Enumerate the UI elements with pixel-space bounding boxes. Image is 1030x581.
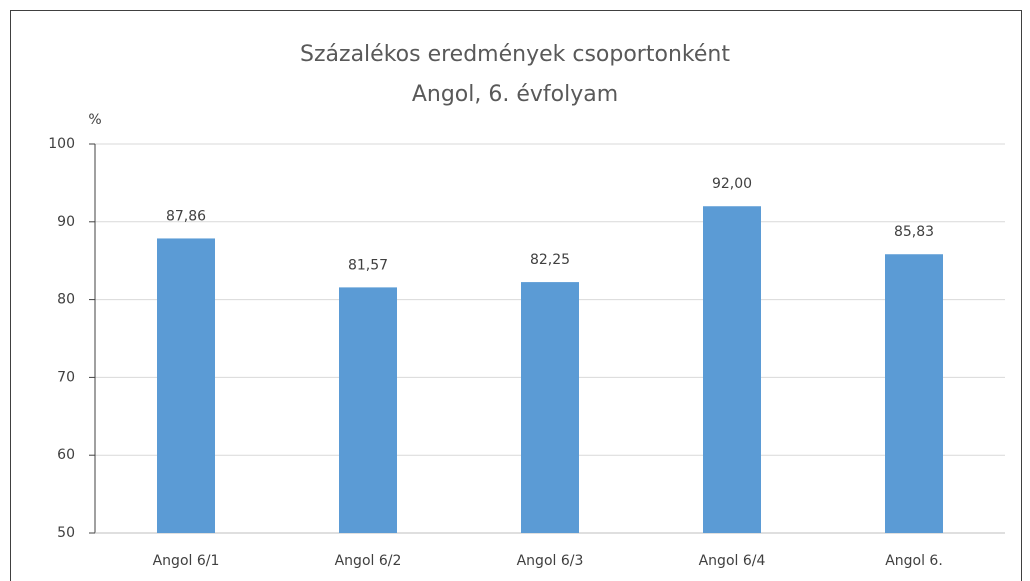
y-tick-label: 50 <box>57 525 75 541</box>
bar <box>157 238 215 533</box>
x-tick-label: Angol 6/1 <box>153 553 220 569</box>
value-label: 82,25 <box>530 252 570 268</box>
value-label: 92,00 <box>712 176 752 192</box>
value-label: 85,83 <box>894 224 934 240</box>
y-tick-label: 80 <box>57 292 75 308</box>
y-tick-label: 90 <box>57 214 75 230</box>
x-tick-label: Angol 6/2 <box>335 553 402 569</box>
bar <box>885 254 943 533</box>
x-tick-label: Angol 6. <box>885 553 943 569</box>
value-label: 87,86 <box>166 208 206 224</box>
y-tick-label: 60 <box>57 447 75 463</box>
y-tick-label: 70 <box>57 369 75 385</box>
bar <box>521 282 579 533</box>
chart-title: Százalékos eredmények csoportonként <box>300 42 730 67</box>
x-tick-label: Angol 6/4 <box>699 553 766 569</box>
x-tick-label: Angol 6/3 <box>517 553 584 569</box>
y-axis-label: % <box>88 112 101 128</box>
bar <box>339 287 397 533</box>
y-tick-label: 100 <box>48 136 75 152</box>
bar <box>703 206 761 534</box>
value-label: 81,57 <box>348 257 388 273</box>
chart-subtitle: Angol, 6. évfolyam <box>412 82 618 107</box>
